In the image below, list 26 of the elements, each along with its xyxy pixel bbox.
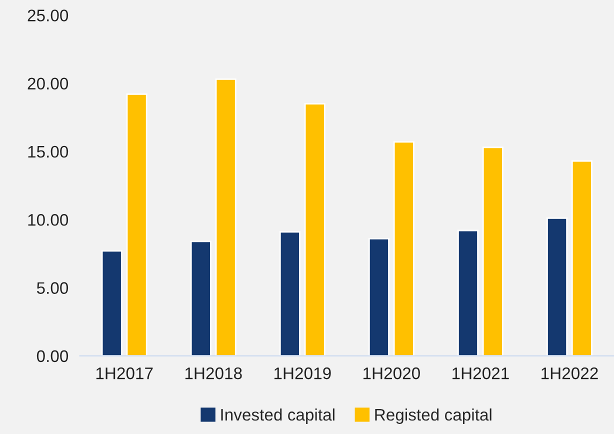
x-tick-label: 1H2017 <box>96 367 153 380</box>
x-tick-label: 1H2020 <box>364 367 420 380</box>
y-tick-label: 15.00 <box>28 146 68 158</box>
legend-label: Invested capital <box>221 408 334 424</box>
bar <box>546 218 568 356</box>
bar <box>190 240 212 356</box>
bar <box>482 146 504 356</box>
y-tick-label: 5.00 <box>36 282 68 294</box>
bar <box>393 141 414 356</box>
bar <box>458 230 478 356</box>
bar <box>215 78 236 356</box>
y-tick-label: 0.00 <box>36 350 68 362</box>
x-tick-label: 1H2018 <box>185 367 242 380</box>
x-tick-label: 1H2022 <box>542 367 598 380</box>
bar <box>304 103 326 356</box>
legend-label: Registed capital <box>375 408 492 424</box>
y-tick-label: 25.00 <box>28 10 68 22</box>
y-tick-label: 20.00 <box>28 78 68 90</box>
x-tick-label: 1H2021 <box>452 367 509 380</box>
x-tick-label: 1H2019 <box>274 367 331 380</box>
bar <box>101 250 122 356</box>
y-tick-label: 10.00 <box>28 214 68 226</box>
bar <box>279 231 300 356</box>
bar <box>368 238 390 356</box>
bar <box>571 160 592 356</box>
bar <box>126 94 148 356</box>
